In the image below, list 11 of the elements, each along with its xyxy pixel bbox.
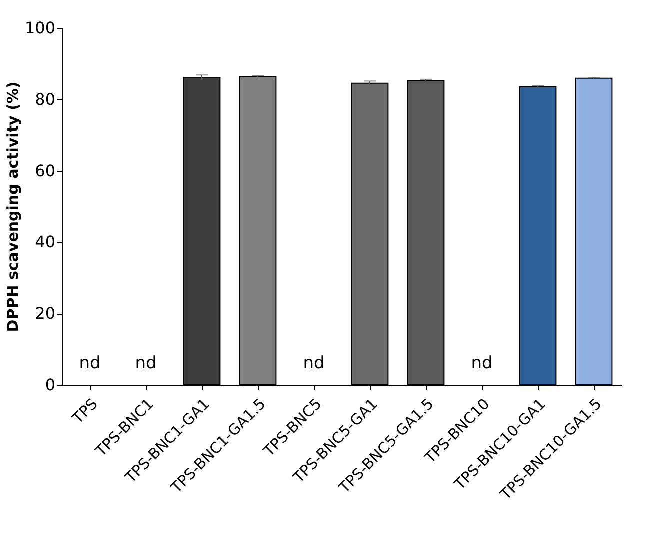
y-tick-label: 40 [35,232,56,252]
y-tick-label: 0 [45,376,56,394]
annotation: nd [79,354,101,374]
annotation: nd [303,354,325,374]
annotation: nd [471,354,493,374]
y-tick-label: 60 [35,161,56,180]
y-tick-label: 80 [35,90,56,109]
annotation: nd [135,354,157,374]
y-axis-title: DPPH scavenging activity (%) [4,82,22,332]
y-tick-label: 100 [24,18,56,38]
y-tick-label: 20 [35,304,56,324]
